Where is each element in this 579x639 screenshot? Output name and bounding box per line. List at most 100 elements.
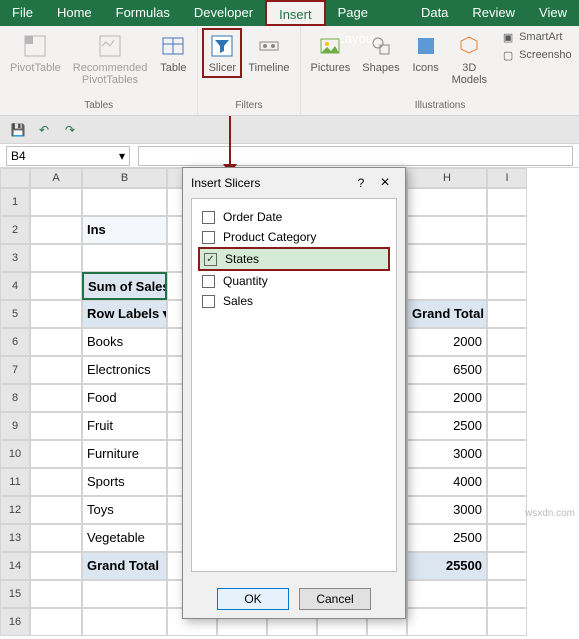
cell-H8[interactable]: 2000	[407, 384, 487, 412]
slicer-button[interactable]: Slicer	[202, 28, 242, 78]
cell-I3[interactable]	[487, 244, 527, 272]
cell-A9[interactable]	[30, 412, 82, 440]
cell-A15[interactable]	[30, 580, 82, 608]
save-button[interactable]: 💾	[8, 120, 28, 140]
cell-I1[interactable]	[487, 188, 527, 216]
table-button[interactable]: Table	[153, 28, 193, 78]
tab-view[interactable]: View	[527, 0, 579, 26]
dialog-close-button[interactable]: ×	[373, 174, 397, 192]
pictures-button[interactable]: Pictures	[305, 28, 357, 78]
cell-A5[interactable]	[30, 300, 82, 328]
cell-I5[interactable]	[487, 300, 527, 328]
cell-H16[interactable]	[407, 608, 487, 636]
cell-I16[interactable]	[487, 608, 527, 636]
row-header-8[interactable]: 8	[0, 384, 30, 412]
slicer-field-product-category[interactable]: Product Category	[198, 227, 390, 247]
row-header-12[interactable]: 12	[0, 496, 30, 524]
slicer-field-quantity[interactable]: Quantity	[198, 271, 390, 291]
formula-bar[interactable]	[138, 146, 573, 166]
screenshot-button[interactable]: ▢Screensho	[497, 46, 576, 64]
cell-H4[interactable]	[407, 272, 487, 300]
slicer-field-sales[interactable]: Sales	[198, 291, 390, 311]
cell-A4[interactable]	[30, 272, 82, 300]
cell-H3[interactable]	[407, 244, 487, 272]
cell-A14[interactable]	[30, 552, 82, 580]
cell-A8[interactable]	[30, 384, 82, 412]
cell-B3[interactable]	[82, 244, 167, 272]
pivottable-button[interactable]: PivotTable	[4, 28, 67, 78]
icons-button[interactable]: Icons	[406, 28, 446, 78]
cell-A3[interactable]	[30, 244, 82, 272]
row-header-15[interactable]: 15	[0, 580, 30, 608]
cell-B5[interactable]: Row Labels ▾	[82, 300, 167, 328]
cell-B8[interactable]: Food	[82, 384, 167, 412]
ok-button[interactable]: OK	[217, 588, 289, 610]
cell-B1[interactable]	[82, 188, 167, 216]
tab-formulas[interactable]: Formulas	[104, 0, 182, 26]
tab-developer[interactable]: Developer	[182, 0, 265, 26]
cell-H13[interactable]: 2500	[407, 524, 487, 552]
row-header-1[interactable]: 1	[0, 188, 30, 216]
cell-H15[interactable]	[407, 580, 487, 608]
cell-A7[interactable]	[30, 356, 82, 384]
tab-page-layout[interactable]: Page Layout	[326, 0, 409, 26]
shapes-button[interactable]: Shapes	[356, 28, 405, 78]
tab-file[interactable]: File	[0, 0, 45, 26]
row-header-14[interactable]: 14	[0, 552, 30, 580]
cell-B7[interactable]: Electronics	[82, 356, 167, 384]
row-header-16[interactable]: 16	[0, 608, 30, 636]
slicer-field-order-date[interactable]: Order Date	[198, 207, 390, 227]
cell-I12[interactable]	[487, 496, 527, 524]
tab-home[interactable]: Home	[45, 0, 104, 26]
column-header-B[interactable]: B	[82, 168, 167, 188]
name-box[interactable]: B4▾	[6, 146, 130, 166]
column-header-I[interactable]: I	[487, 168, 527, 188]
cell-H1[interactable]	[407, 188, 487, 216]
cell-I8[interactable]	[487, 384, 527, 412]
cell-B14[interactable]: Grand Total	[82, 552, 167, 580]
cell-A2[interactable]	[30, 216, 82, 244]
row-header-10[interactable]: 10	[0, 440, 30, 468]
dialog-help-button[interactable]: ?	[349, 176, 373, 190]
select-all-corner[interactable]	[0, 168, 30, 188]
undo-button[interactable]: ↶	[34, 120, 54, 140]
cell-B13[interactable]: Vegetable	[82, 524, 167, 552]
cell-A10[interactable]	[30, 440, 82, 468]
cell-H9[interactable]: 2500	[407, 412, 487, 440]
cancel-button[interactable]: Cancel	[299, 588, 371, 610]
row-header-2[interactable]: 2	[0, 216, 30, 244]
timeline-button[interactable]: Timeline	[242, 28, 295, 78]
cell-A16[interactable]	[30, 608, 82, 636]
cell-B11[interactable]: Sports	[82, 468, 167, 496]
cell-B10[interactable]: Furniture	[82, 440, 167, 468]
cell-I9[interactable]	[487, 412, 527, 440]
cell-I10[interactable]	[487, 440, 527, 468]
cell-H7[interactable]: 6500	[407, 356, 487, 384]
row-header-6[interactable]: 6	[0, 328, 30, 356]
cell-H12[interactable]: 3000	[407, 496, 487, 524]
slicer-field-states[interactable]: ✓States	[198, 247, 390, 271]
cell-B4[interactable]: Sum of Sales	[82, 272, 167, 300]
tab-review[interactable]: Review	[460, 0, 527, 26]
cell-H11[interactable]: 4000	[407, 468, 487, 496]
cell-A1[interactable]	[30, 188, 82, 216]
row-header-13[interactable]: 13	[0, 524, 30, 552]
cell-H5[interactable]: Grand Total	[407, 300, 487, 328]
row-header-4[interactable]: 4	[0, 272, 30, 300]
row-header-3[interactable]: 3	[0, 244, 30, 272]
cell-H6[interactable]: 2000	[407, 328, 487, 356]
redo-button[interactable]: ↷	[60, 120, 80, 140]
cell-A6[interactable]	[30, 328, 82, 356]
cell-I15[interactable]	[487, 580, 527, 608]
cell-A11[interactable]	[30, 468, 82, 496]
cell-B15[interactable]	[82, 580, 167, 608]
row-header-5[interactable]: 5	[0, 300, 30, 328]
cell-B2[interactable]: Ins	[82, 216, 167, 244]
cell-I2[interactable]	[487, 216, 527, 244]
row-header-11[interactable]: 11	[0, 468, 30, 496]
cell-I6[interactable]	[487, 328, 527, 356]
tab-data[interactable]: Data	[409, 0, 460, 26]
row-header-7[interactable]: 7	[0, 356, 30, 384]
cell-B16[interactable]	[82, 608, 167, 636]
cell-I7[interactable]	[487, 356, 527, 384]
